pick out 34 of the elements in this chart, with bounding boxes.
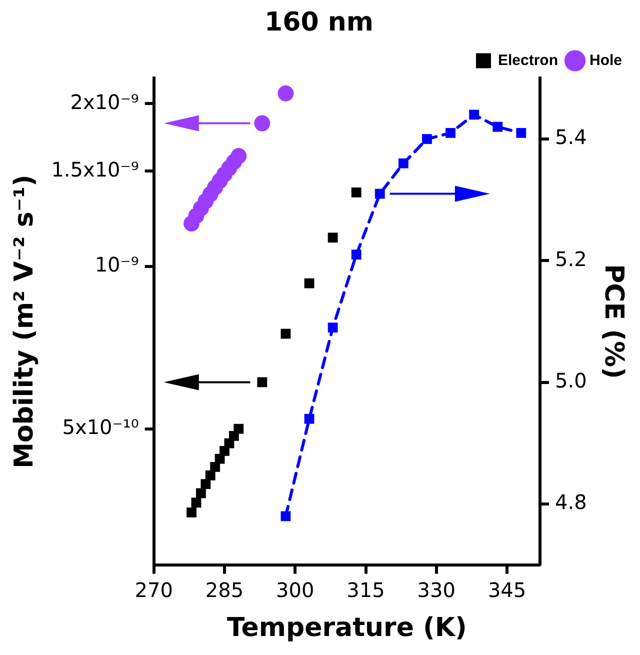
point [196,488,206,498]
legend-label: Hole [589,52,622,69]
x-tick-label: 270 [134,578,173,602]
y-tick-label: 1.5x10⁻⁹ [51,157,139,182]
x-tick-label: 330 [417,578,456,602]
y2-tick-label: 5.4 [554,125,587,150]
point [186,508,196,518]
y2-axis-title: PCE (%) [598,264,629,379]
legend-label: Electron [498,52,558,69]
chart-title: 160 nm [264,7,374,38]
point [278,85,294,102]
y2-tick-label: 4.8 [554,490,587,514]
point [230,148,247,164]
y-tick-label: 5x10⁻¹⁰ [62,415,139,440]
x-axis-title: Temperature (K) [226,613,467,644]
x-tick-label: 300 [276,578,314,602]
y-tick-label: 10⁻⁹ [94,252,139,276]
point [351,188,362,198]
point [280,328,291,339]
y2-tick-label: 5.2 [554,246,587,271]
point [205,470,216,480]
point [191,498,202,508]
x-tick-label: 345 [488,578,526,602]
point [257,377,268,388]
y-tick-label: 2x10⁻⁹ [70,90,139,114]
x-tick-label: 285 [205,578,244,602]
point [328,232,338,243]
x-tick-label: 315 [346,578,385,602]
y2-tick-label: 5.0 [554,368,587,393]
point [200,479,211,490]
point [254,115,270,132]
y-axis-title: Mobility (m² V⁻² s⁻¹) [9,174,40,468]
point [234,424,244,434]
point [304,278,314,288]
